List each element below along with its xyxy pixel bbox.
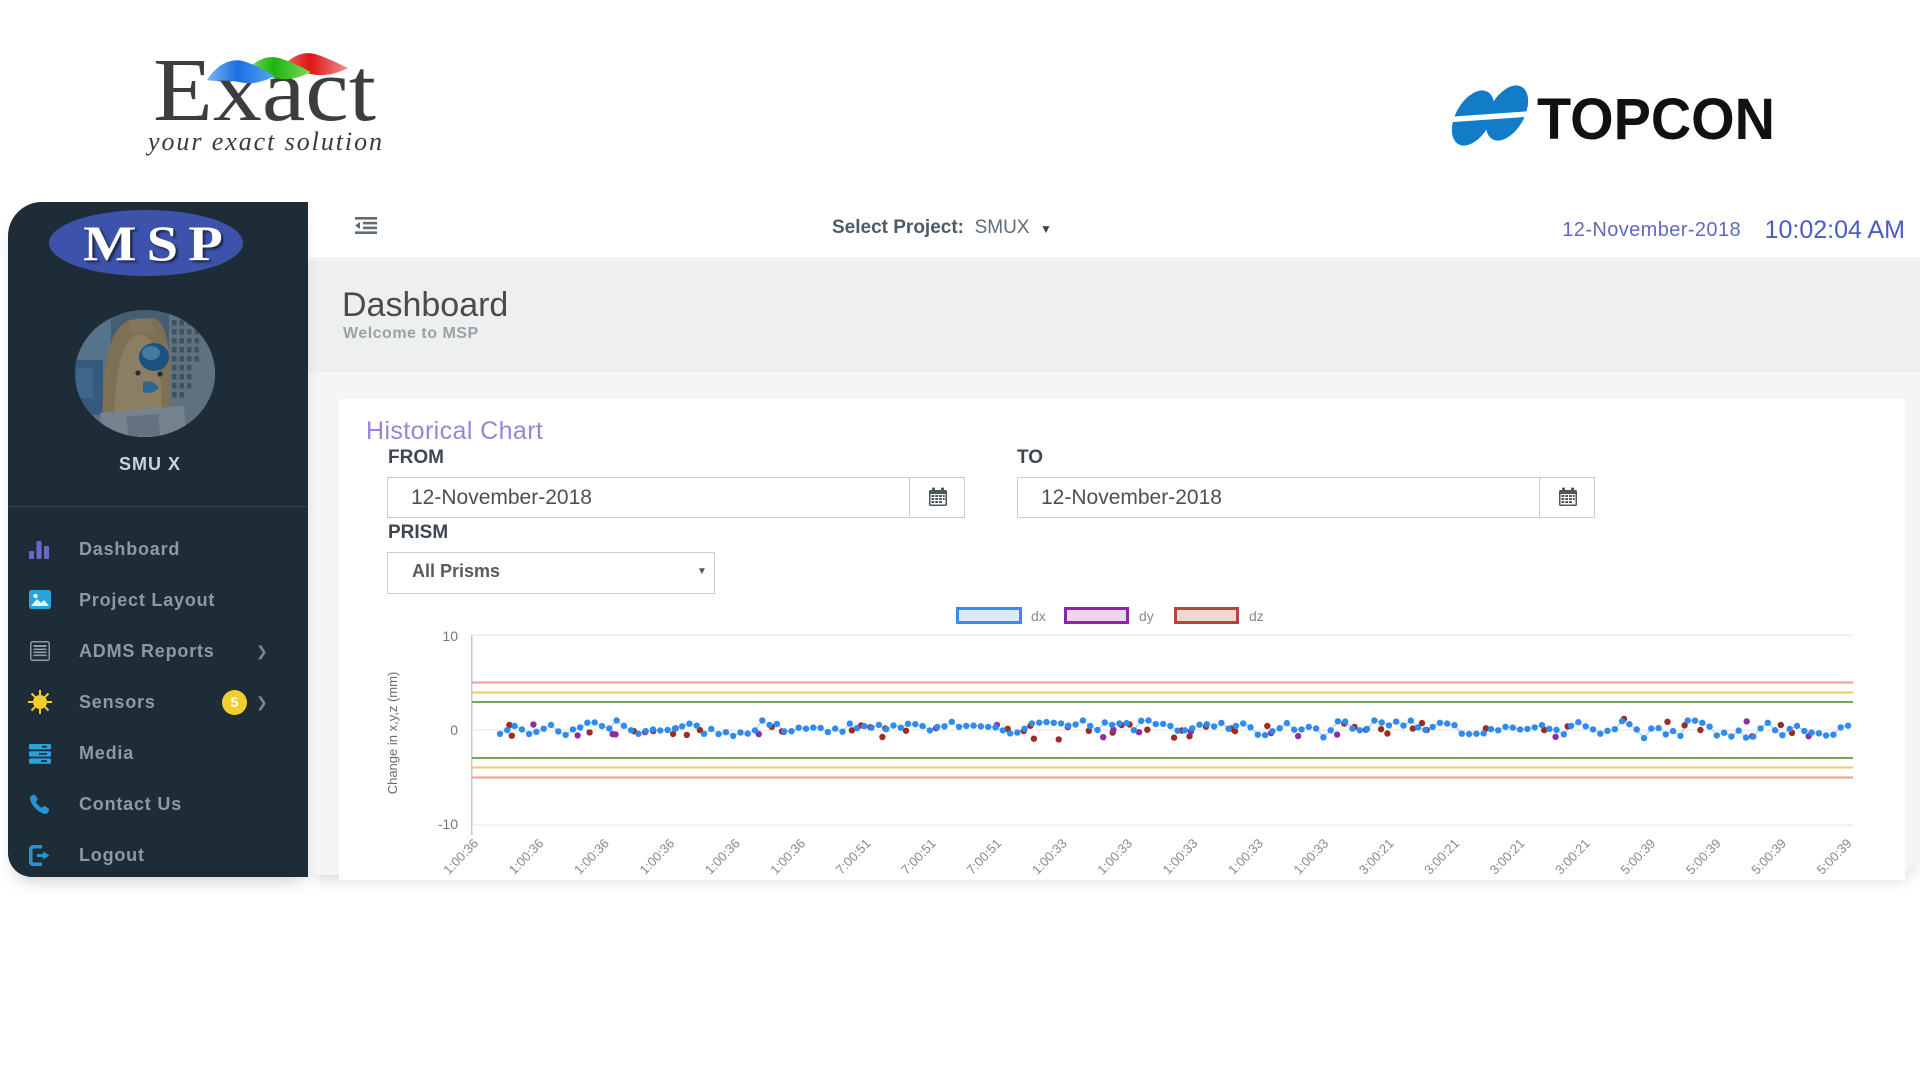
svg-text:1:00:36: 1:00:36 <box>506 836 547 878</box>
svg-text:1:00:33: 1:00:33 <box>1029 836 1070 878</box>
svg-text:10: 10 <box>442 628 458 644</box>
svg-text:1:00:36: 1:00:36 <box>636 836 677 878</box>
svg-text:5:00:39: 5:00:39 <box>1814 836 1855 878</box>
svg-text:5:00:39: 5:00:39 <box>1617 836 1658 878</box>
svg-text:3:00:21: 3:00:21 <box>1356 836 1397 878</box>
svg-text:1:00:36: 1:00:36 <box>702 836 743 878</box>
svg-text:3:00:21: 3:00:21 <box>1552 836 1593 878</box>
svg-text:3:00:21: 3:00:21 <box>1487 836 1528 878</box>
svg-text:1:00:33: 1:00:33 <box>1290 836 1331 878</box>
svg-text:1:00:33: 1:00:33 <box>1094 836 1135 878</box>
svg-text:1:00:33: 1:00:33 <box>1160 836 1201 878</box>
svg-text:1:00:36: 1:00:36 <box>571 836 612 878</box>
svg-text:1:00:33: 1:00:33 <box>1225 836 1266 878</box>
svg-text:5:00:39: 5:00:39 <box>1748 836 1789 878</box>
svg-text:7:00:51: 7:00:51 <box>833 836 874 878</box>
svg-text:your exact solution: your exact solution <box>145 127 382 156</box>
svg-text:3:00:21: 3:00:21 <box>1421 836 1462 878</box>
svg-text:1:00:36: 1:00:36 <box>440 836 481 878</box>
svg-text:Change in x,y,z (mm): Change in x,y,z (mm) <box>385 672 400 795</box>
svg-text:5:00:39: 5:00:39 <box>1683 836 1724 878</box>
svg-text:7:00:51: 7:00:51 <box>898 836 939 878</box>
svg-text:-10: -10 <box>438 816 458 832</box>
svg-text:Exact: Exact <box>153 41 376 140</box>
svg-text:1:00:36: 1:00:36 <box>767 836 808 878</box>
svg-text:0: 0 <box>450 722 458 738</box>
svg-text:TOPCON: TOPCON <box>1537 87 1775 148</box>
svg-text:7:00:51: 7:00:51 <box>963 836 1004 878</box>
